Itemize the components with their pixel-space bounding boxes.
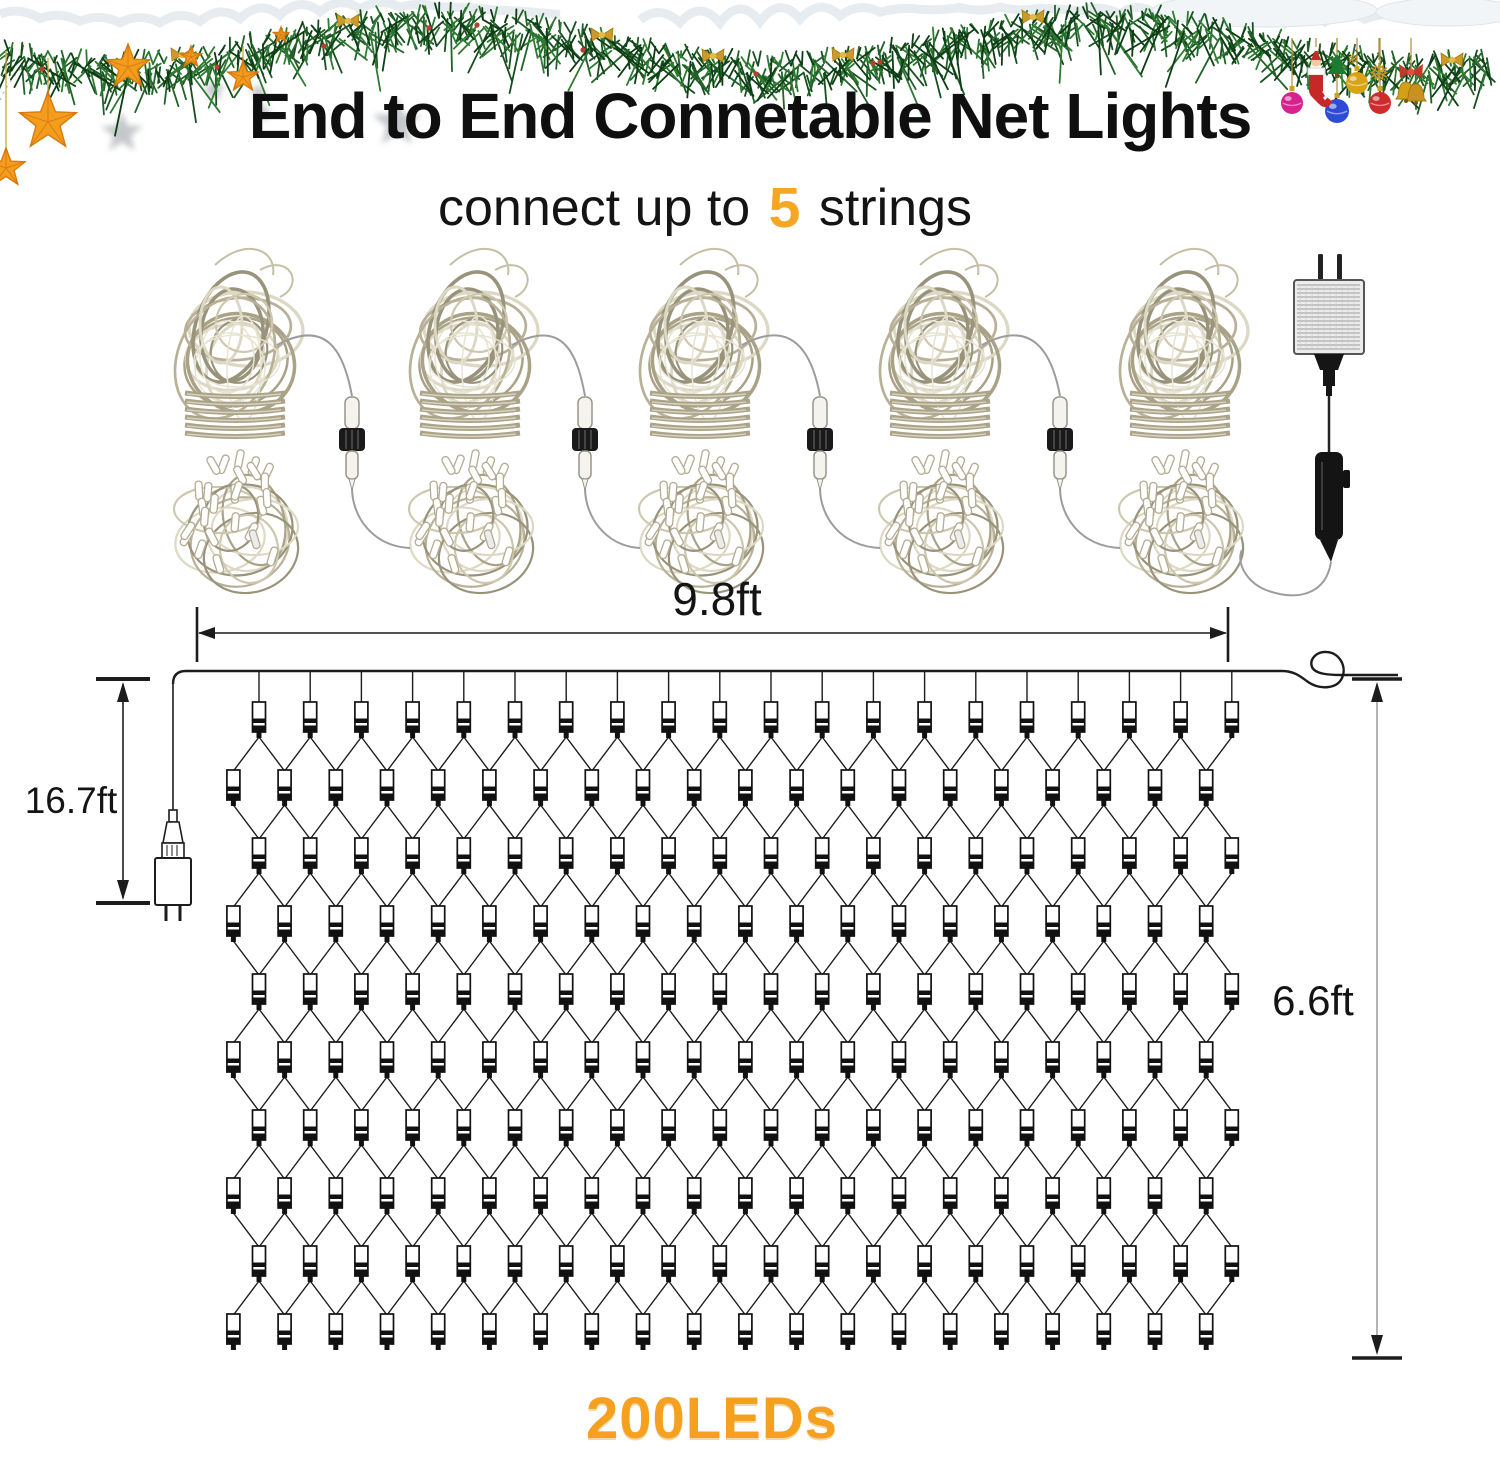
lead-wire-and-plug xyxy=(154,682,192,921)
strings-count: 5 xyxy=(768,176,801,240)
pink-ball-ornament-icon xyxy=(1281,38,1303,114)
dimension-arrow-lead xyxy=(96,677,150,905)
string-connector-icon xyxy=(276,334,411,549)
light-bundle xyxy=(172,248,305,595)
berry-icons xyxy=(39,22,883,77)
dimension-arrow-width xyxy=(195,607,1230,662)
string-connector-icon xyxy=(511,334,641,549)
light-bundle xyxy=(1117,248,1250,595)
net-lights-diagram xyxy=(96,607,1402,1360)
power-plug-icon xyxy=(1239,254,1365,597)
string-connector-icon xyxy=(741,334,881,549)
bells-ornament-icon xyxy=(1395,38,1427,105)
pine-garland: ❅❄ xyxy=(0,0,1500,186)
controller-icon xyxy=(1315,452,1350,562)
lead-length-dimension-label: 16.7ft xyxy=(24,780,118,821)
red-ball-ornament-icon xyxy=(1369,38,1391,114)
subtitle-prefix: connect up to xyxy=(438,179,765,237)
light-bundle xyxy=(637,248,770,595)
light-string-bundles xyxy=(172,248,1365,597)
snowflake-icon: ❅ xyxy=(1368,59,1390,89)
page-title: End to End Connetable Net Lights xyxy=(248,80,1253,152)
dimension-arrow-height xyxy=(1352,677,1402,1360)
snow-band xyxy=(0,0,1500,101)
star-ornaments xyxy=(0,25,291,186)
stocking-ornament-icon xyxy=(1307,38,1332,108)
mini-tree-ornament-icon xyxy=(1327,38,1347,78)
subtitle: connect up to 5 strings xyxy=(0,178,1410,237)
led-count-label: 200LEDs xyxy=(585,1386,839,1451)
snowflake-icon: ❄ xyxy=(1347,52,1359,68)
width-dimension-label: 9.8ft xyxy=(672,573,762,625)
light-bundle xyxy=(877,248,1010,595)
height-dimension-label: 6.6ft xyxy=(1272,977,1354,1024)
string-connector-icon xyxy=(981,334,1121,549)
top-rail-wire xyxy=(171,650,1398,689)
gold-ball-ornament-icon xyxy=(1346,38,1368,94)
star-shadows xyxy=(101,77,422,151)
light-bundle xyxy=(407,248,540,595)
christmas-ornaments: ❅❄ xyxy=(1281,38,1427,123)
led-net xyxy=(226,671,1240,1350)
subtitle-suffix: strings xyxy=(804,179,972,237)
